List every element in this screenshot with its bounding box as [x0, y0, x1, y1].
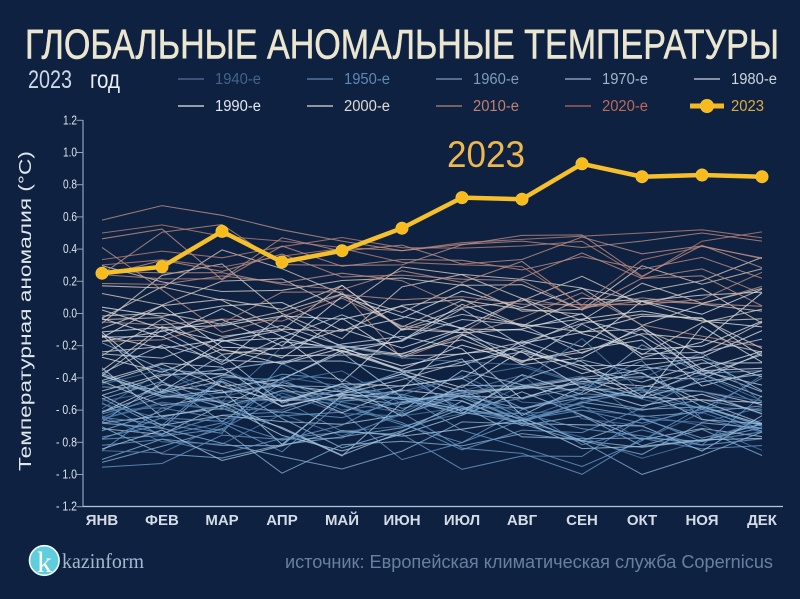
svg-text:1950-е: 1950-е	[344, 71, 390, 88]
svg-text:0.0: 0.0	[63, 306, 77, 321]
svg-text:- 0.6: - 0.6	[56, 402, 77, 417]
svg-text:ИЮЛ: ИЮЛ	[444, 512, 480, 529]
svg-text:год: год	[90, 66, 120, 94]
svg-text:- 0.8: - 0.8	[56, 434, 77, 449]
svg-text:ЯНВ: ЯНВ	[86, 512, 119, 529]
svg-text:АВГ: АВГ	[507, 512, 538, 529]
svg-text:ДЕК: ДЕК	[747, 512, 778, 529]
svg-text:МАР: МАР	[205, 512, 238, 529]
svg-text:1.2: 1.2	[63, 112, 77, 127]
svg-text:0.2: 0.2	[63, 273, 77, 288]
svg-text:источник: Европейская климатич: источник: Европейская климатическая служ…	[285, 552, 773, 572]
svg-text:1980-е: 1980-е	[731, 71, 777, 88]
svg-text:1970-е: 1970-е	[602, 71, 648, 88]
svg-text:1960-е: 1960-е	[473, 71, 519, 88]
svg-text:МАЙ: МАЙ	[325, 511, 359, 529]
svg-text:kazinform: kazinform	[62, 549, 144, 573]
svg-text:ГЛОБАЛЬНЫЕ АНОМАЛЬНЫЕ ТЕМПЕРАТ: ГЛОБАЛЬНЫЕ АНОМАЛЬНЫЕ ТЕМПЕРАТУРЫ	[25, 21, 779, 68]
svg-text:2023: 2023	[731, 98, 764, 115]
svg-text:- 1.0: - 1.0	[56, 467, 77, 482]
svg-text:1940-е: 1940-е	[215, 71, 261, 88]
svg-text:- 1.2: - 1.2	[56, 499, 77, 514]
svg-text:2010-е: 2010-е	[473, 98, 519, 115]
svg-text:2020-е: 2020-е	[602, 98, 648, 115]
svg-text:ИЮН: ИЮН	[383, 512, 420, 529]
svg-text:0.6: 0.6	[63, 209, 77, 224]
svg-text:СЕН: СЕН	[566, 512, 598, 529]
svg-text:2023: 2023	[447, 134, 525, 175]
svg-text:1.0: 1.0	[63, 145, 77, 160]
svg-text:2000-е: 2000-е	[344, 98, 390, 115]
svg-text:2023: 2023	[28, 66, 72, 94]
svg-text:k: k	[37, 546, 52, 579]
svg-text:0.8: 0.8	[63, 177, 77, 192]
svg-text:АПР: АПР	[266, 512, 297, 529]
svg-text:- 0.4: - 0.4	[56, 370, 77, 385]
svg-text:ОКТ: ОКТ	[627, 512, 657, 529]
svg-text:- 0.2: - 0.2	[56, 338, 77, 353]
svg-text:Температурная аномалия (°C): Температурная аномалия (°C)	[15, 151, 35, 471]
svg-text:1990-е: 1990-е	[215, 98, 261, 115]
svg-text:НОЯ: НОЯ	[685, 512, 718, 529]
svg-text:0.4: 0.4	[63, 241, 77, 256]
svg-text:ФЕВ: ФЕВ	[145, 512, 179, 529]
